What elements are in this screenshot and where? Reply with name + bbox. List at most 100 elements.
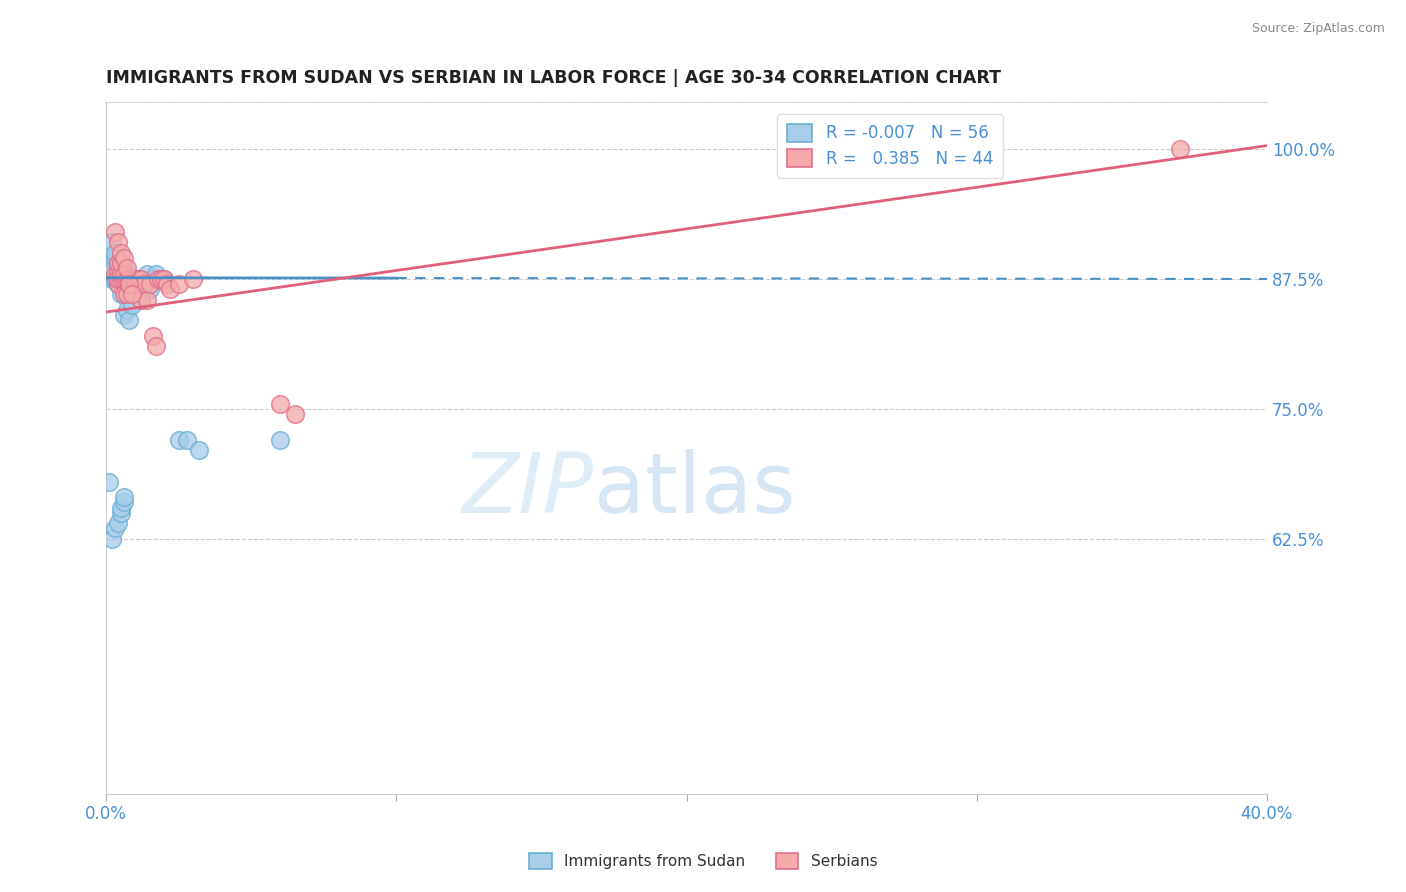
Point xyxy=(104,245,127,260)
Point xyxy=(1168,142,1191,156)
Point xyxy=(148,272,170,286)
Point xyxy=(112,251,135,265)
Point xyxy=(145,339,167,353)
Point xyxy=(124,272,146,286)
Point xyxy=(107,272,129,286)
Point xyxy=(142,329,165,343)
Point xyxy=(115,267,138,281)
Point xyxy=(101,532,124,546)
Point xyxy=(115,261,138,276)
Point xyxy=(107,277,129,291)
Point xyxy=(101,272,124,286)
Point xyxy=(107,235,129,250)
Text: ZIP: ZIP xyxy=(461,449,593,530)
Point xyxy=(112,287,135,301)
Point xyxy=(110,256,132,270)
Point xyxy=(104,225,127,239)
Point xyxy=(118,277,141,291)
Point xyxy=(145,267,167,281)
Point xyxy=(112,272,135,286)
Point xyxy=(188,443,211,458)
Point xyxy=(176,433,198,447)
Point xyxy=(118,313,141,327)
Point xyxy=(132,277,155,291)
Point xyxy=(107,272,129,286)
Point xyxy=(110,267,132,281)
Point xyxy=(101,235,124,250)
Point xyxy=(181,272,204,286)
Point xyxy=(110,272,132,286)
Point xyxy=(107,256,129,270)
Point xyxy=(139,282,162,296)
Point xyxy=(110,267,132,281)
Point xyxy=(112,287,135,301)
Point xyxy=(284,407,307,421)
Point xyxy=(167,277,190,291)
Point xyxy=(115,272,138,286)
Point xyxy=(104,267,127,281)
Point xyxy=(135,267,157,281)
Point xyxy=(104,251,127,265)
Point xyxy=(112,490,135,504)
Point xyxy=(107,272,129,286)
Text: IMMIGRANTS FROM SUDAN VS SERBIAN IN LABOR FORCE | AGE 30-34 CORRELATION CHART: IMMIGRANTS FROM SUDAN VS SERBIAN IN LABO… xyxy=(107,69,1001,87)
Legend: Immigrants from Sudan, Serbians: Immigrants from Sudan, Serbians xyxy=(523,847,883,875)
Point xyxy=(118,272,141,286)
Point xyxy=(167,433,190,447)
Legend: R = -0.007   N = 56, R =   0.385   N = 44: R = -0.007 N = 56, R = 0.385 N = 44 xyxy=(778,114,1004,178)
Point xyxy=(115,287,138,301)
Point xyxy=(112,267,135,281)
Point xyxy=(132,277,155,291)
Point xyxy=(150,272,173,286)
Point xyxy=(124,272,146,286)
Point xyxy=(153,272,176,286)
Point xyxy=(129,272,152,286)
Point xyxy=(115,303,138,318)
Point xyxy=(139,277,162,291)
Point xyxy=(115,272,138,286)
Point xyxy=(110,256,132,270)
Point xyxy=(110,272,132,286)
Point xyxy=(110,245,132,260)
Point xyxy=(104,272,127,286)
Point xyxy=(107,272,129,286)
Point xyxy=(118,272,141,286)
Point xyxy=(107,277,129,291)
Point xyxy=(104,521,127,535)
Point xyxy=(98,475,121,489)
Point xyxy=(118,287,141,301)
Point xyxy=(121,298,143,312)
Point xyxy=(124,277,146,291)
Point xyxy=(142,272,165,286)
Point xyxy=(135,293,157,307)
Point xyxy=(269,433,291,447)
Point xyxy=(110,506,132,520)
Point xyxy=(110,287,132,301)
Point xyxy=(104,272,127,286)
Point xyxy=(107,267,129,281)
Point xyxy=(110,500,132,515)
Point xyxy=(124,287,146,301)
Point xyxy=(115,272,138,286)
Point xyxy=(115,287,138,301)
Point xyxy=(118,277,141,291)
Point xyxy=(156,277,179,291)
Point xyxy=(129,293,152,307)
Point xyxy=(121,272,143,286)
Point xyxy=(112,495,135,509)
Point xyxy=(112,261,135,276)
Point xyxy=(127,272,149,286)
Text: Source: ZipAtlas.com: Source: ZipAtlas.com xyxy=(1251,22,1385,36)
Point xyxy=(121,287,143,301)
Point xyxy=(107,267,129,281)
Point xyxy=(107,516,129,531)
Point xyxy=(129,293,152,307)
Text: atlas: atlas xyxy=(593,449,796,530)
Point xyxy=(107,256,129,270)
Point xyxy=(269,396,291,410)
Point xyxy=(153,272,176,286)
Point xyxy=(118,272,141,286)
Point xyxy=(110,272,132,286)
Point xyxy=(159,282,181,296)
Point xyxy=(112,272,135,286)
